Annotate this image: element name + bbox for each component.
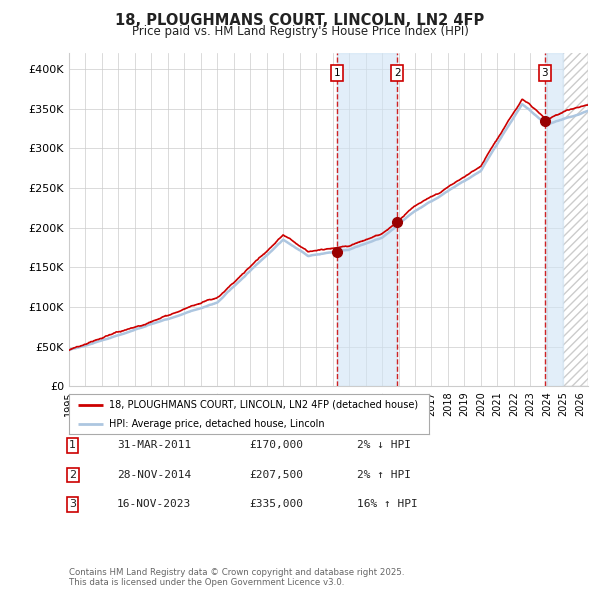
Text: 18, PLOUGHMANS COURT, LINCOLN, LN2 4FP (detached house): 18, PLOUGHMANS COURT, LINCOLN, LN2 4FP (… bbox=[109, 400, 418, 410]
Text: 28-NOV-2014: 28-NOV-2014 bbox=[117, 470, 191, 480]
Text: 31-MAR-2011: 31-MAR-2011 bbox=[117, 441, 191, 450]
Text: 16-NOV-2023: 16-NOV-2023 bbox=[117, 500, 191, 509]
Bar bbox=[545, 53, 563, 386]
Text: 1: 1 bbox=[334, 68, 340, 78]
Text: 2: 2 bbox=[394, 68, 400, 78]
Text: £207,500: £207,500 bbox=[249, 470, 303, 480]
Text: £170,000: £170,000 bbox=[249, 441, 303, 450]
Text: 1: 1 bbox=[69, 441, 76, 450]
Text: 2% ↓ HPI: 2% ↓ HPI bbox=[357, 441, 411, 450]
Text: Price paid vs. HM Land Registry's House Price Index (HPI): Price paid vs. HM Land Registry's House … bbox=[131, 25, 469, 38]
Text: 3: 3 bbox=[541, 68, 548, 78]
Bar bbox=[337, 53, 397, 386]
Text: 2: 2 bbox=[69, 470, 76, 480]
Text: 16% ↑ HPI: 16% ↑ HPI bbox=[357, 500, 418, 509]
Text: 18, PLOUGHMANS COURT, LINCOLN, LN2 4FP: 18, PLOUGHMANS COURT, LINCOLN, LN2 4FP bbox=[115, 13, 485, 28]
Text: £335,000: £335,000 bbox=[249, 500, 303, 509]
Text: 2% ↑ HPI: 2% ↑ HPI bbox=[357, 470, 411, 480]
Text: Contains HM Land Registry data © Crown copyright and database right 2025.
This d: Contains HM Land Registry data © Crown c… bbox=[69, 568, 404, 587]
Text: HPI: Average price, detached house, Lincoln: HPI: Average price, detached house, Linc… bbox=[109, 419, 324, 428]
Text: 3: 3 bbox=[69, 500, 76, 509]
